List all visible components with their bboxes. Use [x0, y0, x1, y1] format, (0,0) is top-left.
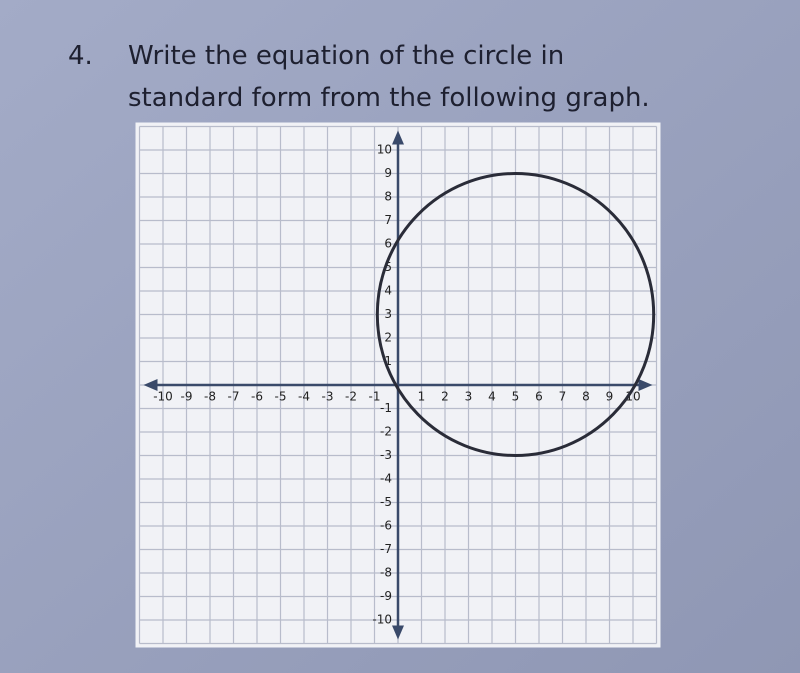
- x-tick-label: -5: [275, 390, 287, 404]
- x-tick-label: -2: [345, 390, 357, 404]
- arrow: [638, 379, 653, 391]
- y-tick-label: 1: [384, 354, 392, 368]
- y-tick-label: -9: [380, 589, 392, 603]
- x-tick-label: 3: [465, 390, 473, 404]
- y-tick-label: -2: [380, 425, 392, 439]
- question-text: standard form from the following graph.: [128, 83, 650, 113]
- x-tick-label: 7: [559, 390, 567, 404]
- x-tick-label: -10: [153, 390, 173, 404]
- y-tick-label: -8: [380, 566, 392, 580]
- y-tick-label: -5: [380, 495, 392, 509]
- x-tick-label: 4: [488, 390, 496, 404]
- y-tick-label: 2: [384, 331, 392, 345]
- coordinate-plane: -10 -9 -8 -7 -6 -5 -4 -3 -2 -1 1 2 3 4 5 6 7 8 9 1010987654…: [135, 122, 661, 648]
- arrow: [392, 130, 404, 145]
- y-tick-label: -4: [380, 472, 392, 486]
- y-tick-label: -6: [380, 519, 392, 533]
- x-tick-label: -7: [228, 390, 240, 404]
- y-tick-label: 8: [384, 190, 392, 204]
- y-tick-label: 4: [384, 284, 392, 298]
- y-tick-label: 10: [377, 143, 392, 157]
- x-tick-label: -6: [251, 390, 263, 404]
- y-tick-label: 7: [384, 213, 392, 227]
- x-tick-label: -8: [204, 390, 216, 404]
- x-tick-label: -1: [369, 390, 381, 404]
- y-tick-label: 9: [384, 166, 392, 180]
- x-tick-label: -3: [322, 390, 334, 404]
- x-tick-label: 2: [441, 390, 449, 404]
- x-tick-label: 1: [418, 390, 426, 404]
- question-text: Write the equation of the circle in: [128, 41, 564, 71]
- y-tick-label: -3: [380, 448, 392, 462]
- x-tick-label: 8: [582, 390, 590, 404]
- y-tick-label: -1: [380, 401, 392, 415]
- y-tick-label: 5: [384, 260, 392, 274]
- y-tick-label: 3: [384, 307, 392, 321]
- x-tick-label: 9: [606, 390, 614, 404]
- y-tick-label: -7: [380, 542, 392, 556]
- question-number: 4.: [68, 41, 93, 71]
- x-tick-label: -4: [298, 390, 310, 404]
- y-tick-label: -10: [372, 613, 392, 627]
- y-tick-label: 6: [384, 237, 392, 251]
- circle: [375, 172, 656, 457]
- arrow: [143, 379, 158, 391]
- x-tick-label: 6: [535, 390, 543, 404]
- arrow: [392, 625, 404, 640]
- x-tick-label: -9: [181, 390, 193, 404]
- x-tick-label: 5: [512, 390, 520, 404]
